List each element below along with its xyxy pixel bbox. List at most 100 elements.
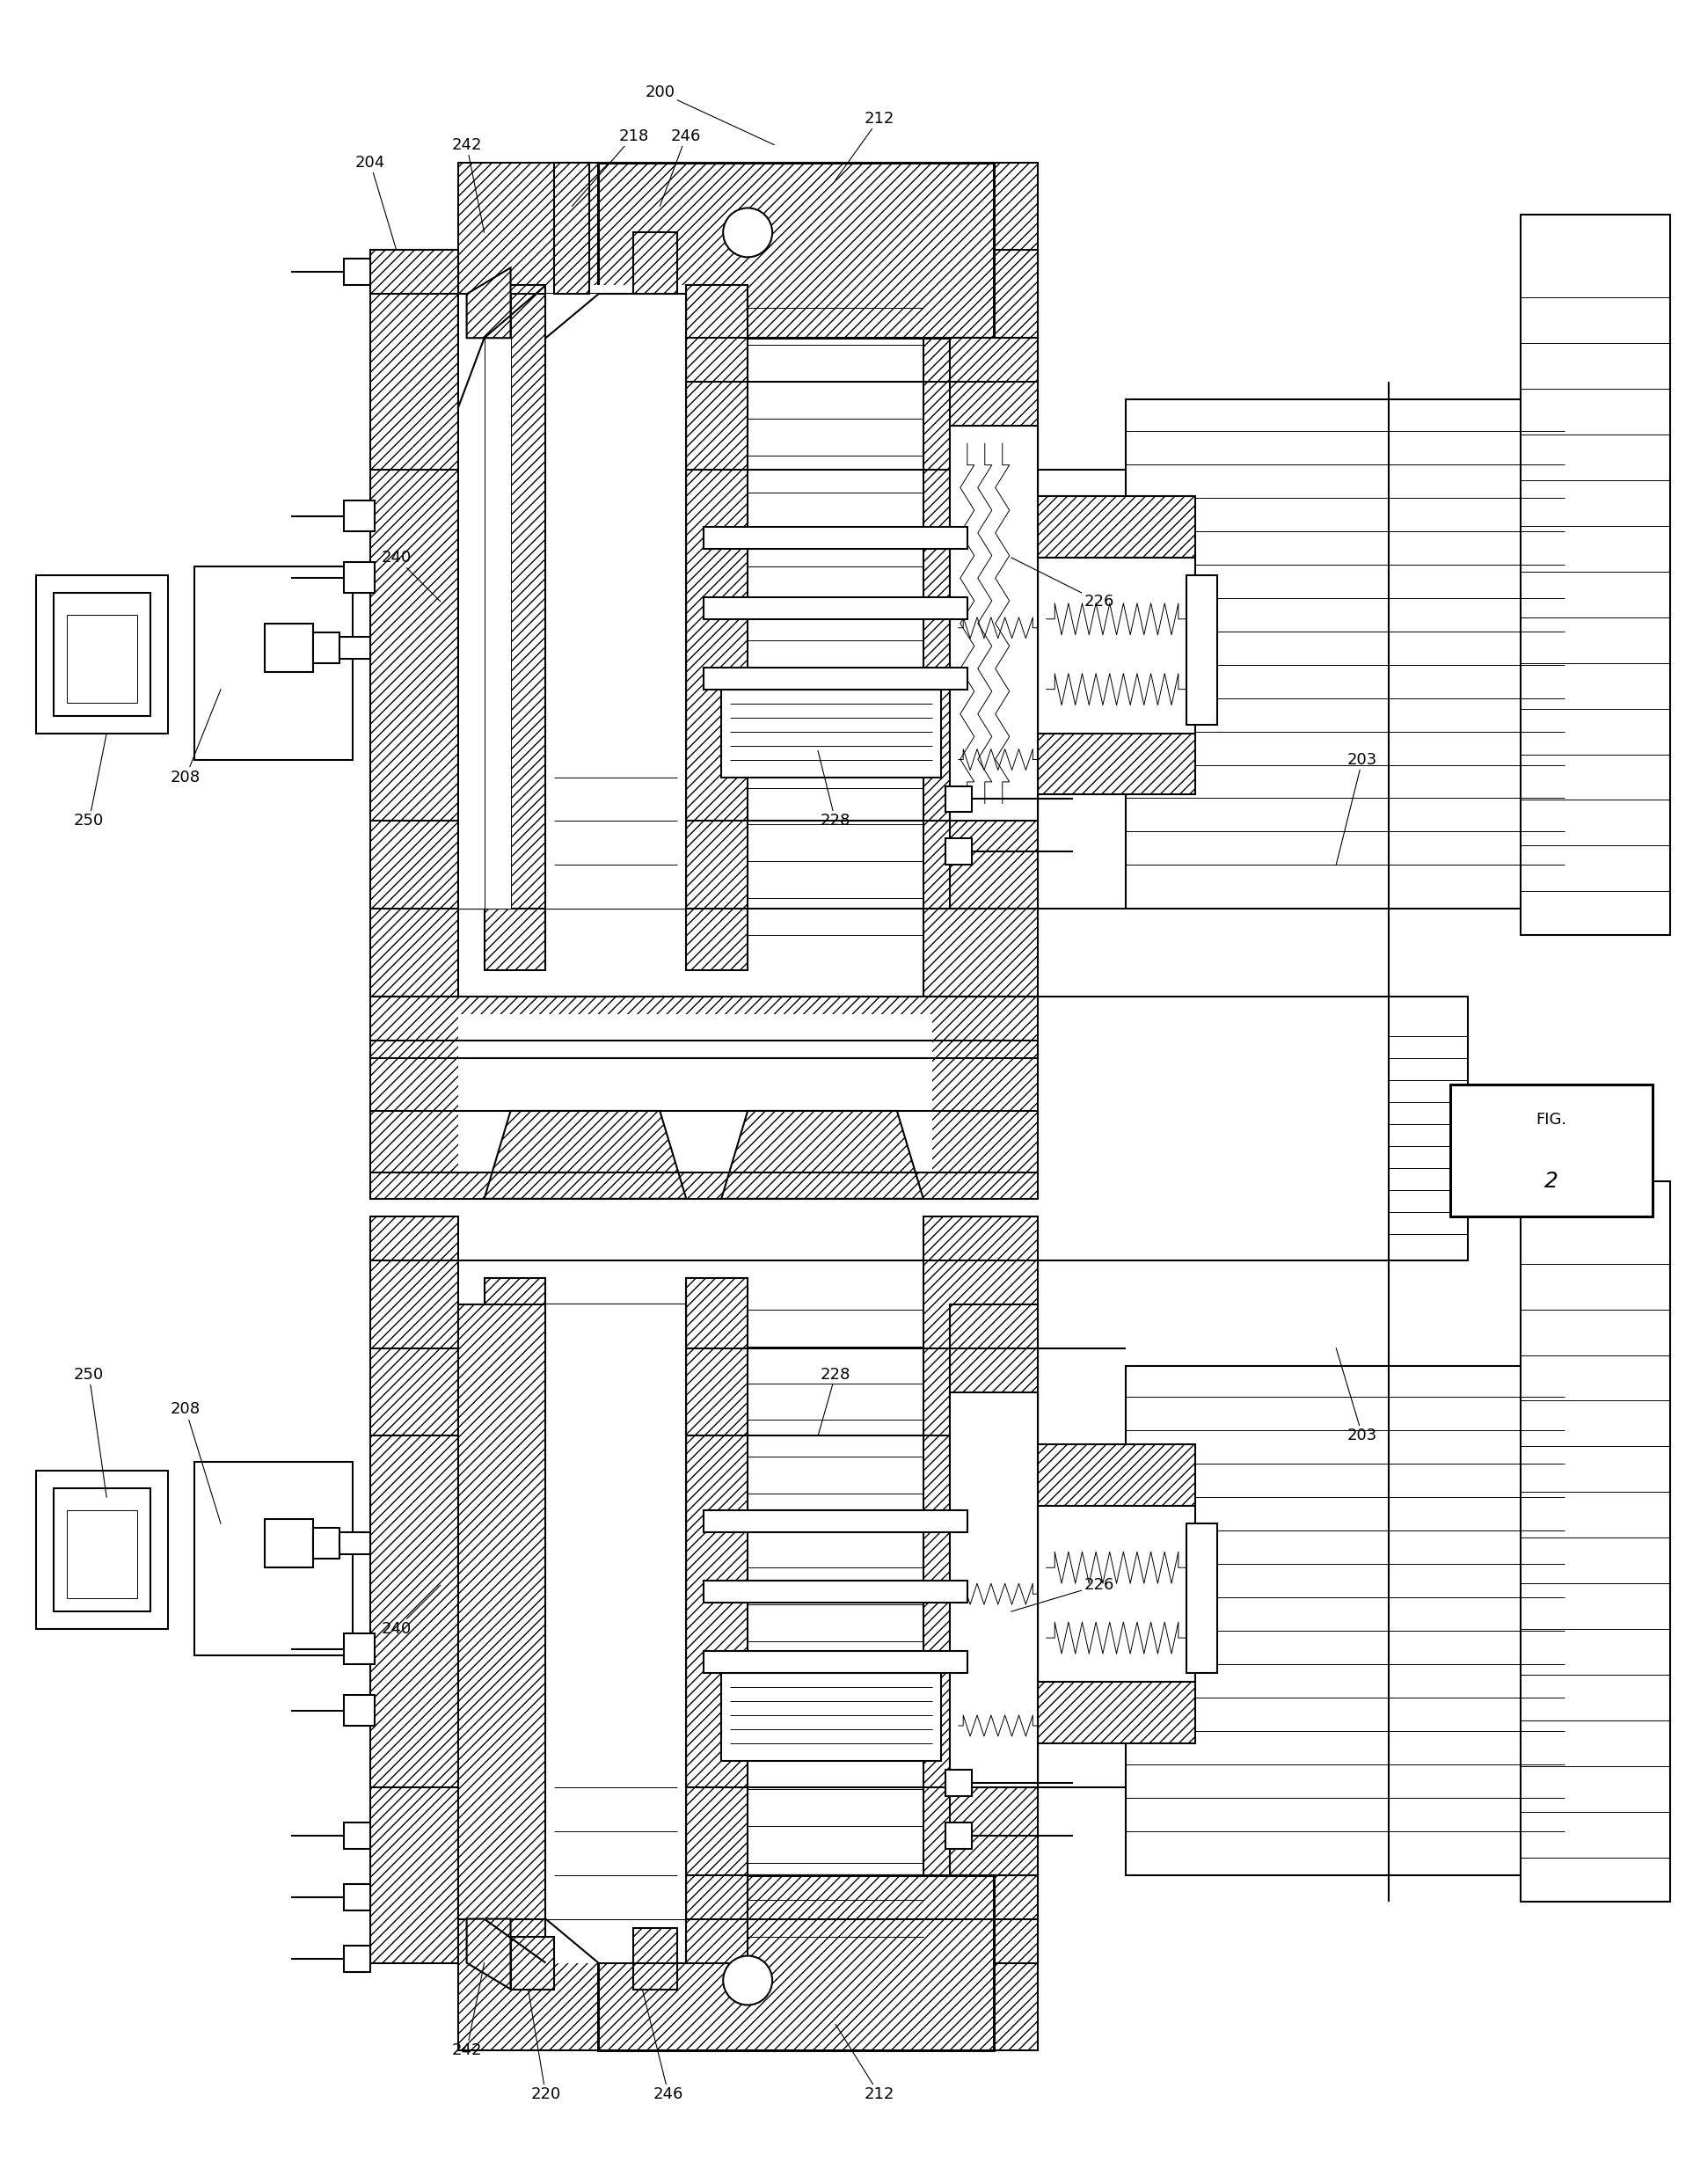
Polygon shape [467, 1920, 511, 1990]
Polygon shape [484, 1112, 686, 1199]
Text: 220: 220 [528, 1990, 560, 2103]
Bar [457, 1876, 1038, 2051]
Bar [945, 1769, 972, 1795]
Bar [457, 1304, 686, 1920]
Bar [484, 286, 545, 970]
Bar [371, 1216, 457, 1963]
Text: FIG.: FIG. [1536, 1112, 1566, 1127]
Bar [923, 1216, 1038, 1963]
Bar [950, 1304, 1038, 1876]
Bar [945, 1821, 972, 1848]
Bar [1126, 1365, 1564, 1876]
Bar [704, 1581, 967, 1603]
Bar [54, 592, 151, 716]
Bar [484, 1278, 545, 1963]
Polygon shape [721, 1112, 923, 1199]
Bar [484, 295, 511, 909]
Bar [950, 339, 1038, 909]
Bar [1187, 1524, 1217, 1673]
Text: 246: 246 [660, 129, 701, 205]
Bar [1388, 996, 1468, 1260]
Bar [545, 286, 686, 970]
Text: 228: 228 [818, 1367, 850, 1435]
Bar [721, 1673, 941, 1760]
Bar [721, 690, 941, 778]
Bar [1451, 1085, 1652, 1216]
Bar [945, 786, 972, 812]
Bar [1126, 400, 1564, 909]
Text: 250: 250 [74, 1367, 107, 1498]
Text: 212: 212 [836, 111, 894, 179]
Bar [545, 1278, 686, 1963]
Bar [1520, 1182, 1669, 1902]
Bar [36, 574, 168, 734]
Text: 218: 218 [572, 129, 648, 205]
Bar [457, 295, 686, 909]
Bar [1038, 557, 1195, 734]
Bar [264, 1520, 313, 1568]
Text: 240: 240 [381, 550, 440, 601]
Text: 242: 242 [452, 1963, 484, 2060]
Bar [344, 500, 374, 531]
Bar [344, 1821, 371, 1848]
Polygon shape [511, 1937, 555, 1990]
Circle shape [723, 207, 772, 258]
Bar [344, 1695, 374, 1725]
Bar [704, 526, 967, 548]
Text: 2: 2 [1544, 1171, 1558, 1192]
Bar [339, 636, 371, 660]
Bar [1038, 1682, 1195, 1743]
Bar [1038, 1444, 1195, 1507]
Bar [195, 566, 352, 760]
Bar [545, 295, 686, 909]
Bar [344, 1634, 374, 1664]
Bar [950, 1391, 1038, 1787]
Bar [371, 251, 457, 996]
Bar [1520, 214, 1669, 935]
Circle shape [723, 1957, 772, 2005]
Bar [344, 260, 371, 286]
Text: 200: 200 [645, 85, 774, 144]
Bar [1187, 574, 1217, 725]
Bar [950, 426, 1038, 821]
Bar [54, 1489, 151, 1612]
Bar [344, 1885, 371, 1911]
Text: 226: 226 [1011, 1577, 1114, 1612]
Bar [633, 232, 677, 295]
Bar [313, 631, 339, 664]
Bar [598, 162, 994, 339]
Bar [371, 996, 1038, 1199]
Bar [923, 251, 1038, 996]
Bar [555, 162, 589, 295]
Bar [686, 286, 748, 970]
Bar [371, 251, 457, 295]
Bar [704, 668, 967, 690]
Bar [313, 1529, 339, 1559]
Text: 246: 246 [642, 1990, 684, 2103]
Text: 208: 208 [171, 690, 220, 784]
Bar [339, 1533, 371, 1555]
Bar [945, 839, 972, 865]
Bar [344, 1946, 371, 1972]
Bar [1038, 496, 1195, 557]
Bar [68, 1511, 137, 1599]
Text: 204: 204 [356, 155, 396, 251]
Bar [1038, 734, 1195, 795]
Text: 242: 242 [452, 138, 484, 232]
Bar [68, 614, 137, 703]
Bar [704, 1511, 967, 1533]
Text: 212: 212 [836, 2025, 894, 2103]
Bar [264, 622, 313, 673]
Text: 228: 228 [818, 751, 850, 830]
Bar [344, 561, 374, 592]
Polygon shape [467, 269, 511, 339]
Text: 240: 240 [381, 1586, 440, 1638]
Text: 250: 250 [74, 734, 107, 830]
Bar [686, 1278, 748, 1963]
Bar [704, 596, 967, 618]
Bar [457, 162, 1038, 339]
Bar [545, 1304, 686, 1920]
Bar [704, 1651, 967, 1673]
Bar [633, 1928, 677, 1990]
Bar [457, 1013, 933, 1173]
